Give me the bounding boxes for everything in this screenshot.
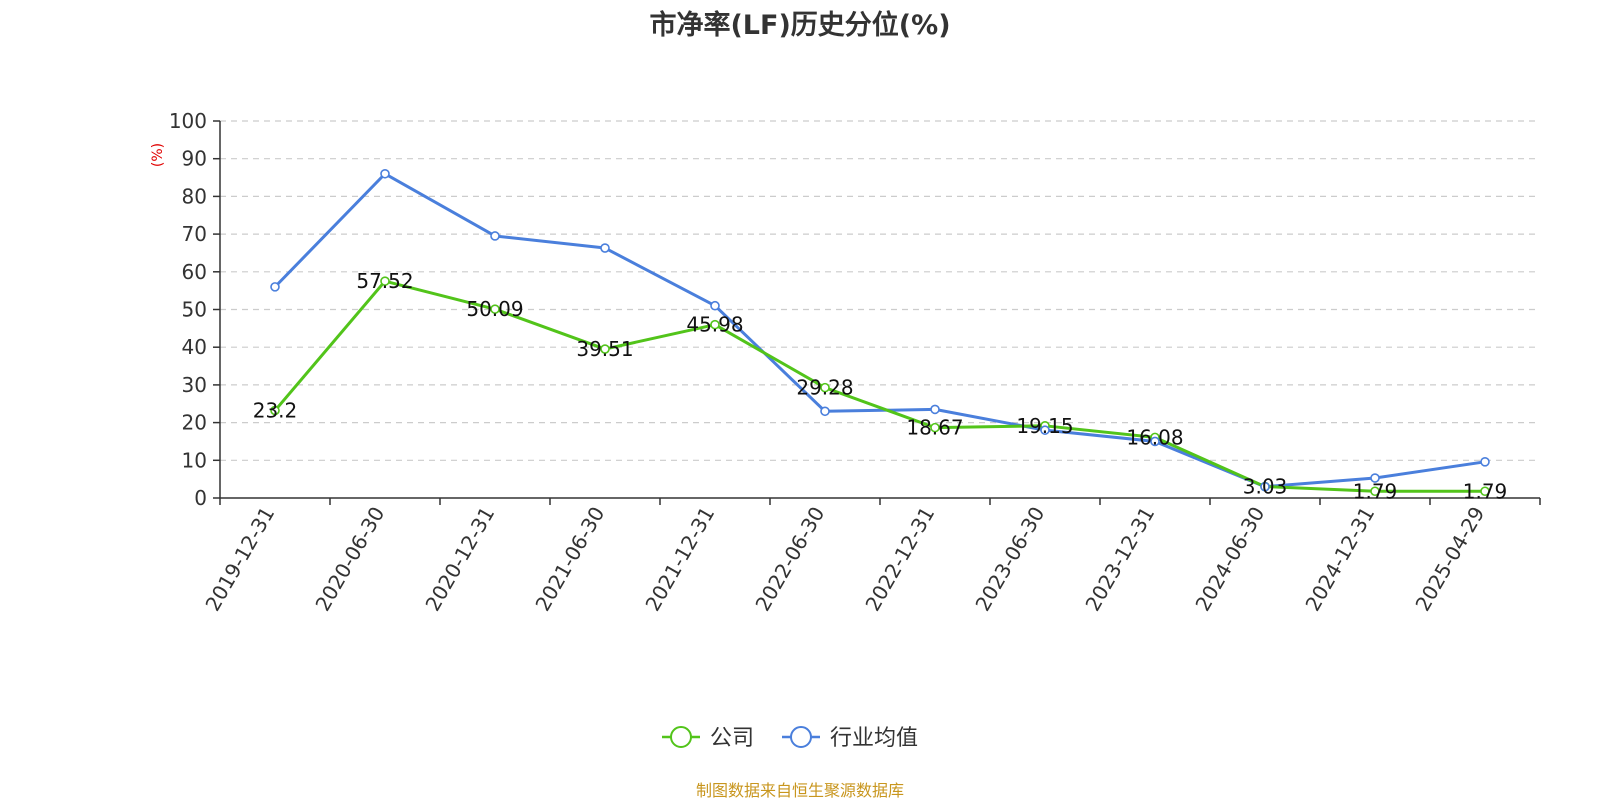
legend[interactable]: 公司 行业均值 [662, 726, 918, 751]
y-tick-label: 50 [182, 298, 207, 322]
x-tick-label: 2024-06-30 [1190, 503, 1269, 616]
grid [220, 120, 1540, 461]
x-tick-label: 2019-12-31 [200, 503, 279, 616]
data-point[interactable] [1370, 473, 1380, 483]
legend-marker [670, 726, 692, 748]
legend-item[interactable]: 行业均值 [782, 726, 918, 751]
y-tick-label: 20 [182, 411, 207, 435]
legend-label: 行业均值 [830, 726, 918, 751]
series [270, 168, 1490, 497]
data-point[interactable] [710, 319, 720, 330]
data-point[interactable] [820, 382, 830, 393]
x-tick-label: 2020-12-31 [420, 503, 499, 616]
y-axis-label: (%) [150, 143, 166, 167]
data-point[interactable] [930, 422, 940, 433]
data-label: 1.79 [1353, 479, 1398, 503]
data-point[interactable] [380, 276, 390, 286]
data-point[interactable] [490, 304, 500, 314]
x-tick-label: 2020-06-30 [310, 503, 389, 616]
x-tick-label: 2021-12-31 [640, 503, 719, 616]
x-tick-label: 2022-06-30 [750, 503, 829, 616]
data-point[interactable] [600, 243, 610, 253]
y-tick-label: 100 [169, 109, 207, 133]
data-point[interactable] [380, 168, 390, 179]
data-label: 19.15 [1016, 414, 1073, 438]
data-point[interactable] [1480, 486, 1490, 497]
data-label: 57.52 [356, 269, 413, 293]
data-point[interactable] [710, 300, 720, 311]
data-point[interactable] [930, 404, 940, 415]
chart-title: 市净率(LF)历史分位(%) [649, 9, 950, 41]
series-line [273, 172, 1486, 489]
data-point[interactable] [1260, 481, 1270, 492]
data-label: 45.98 [686, 313, 743, 337]
legend-item[interactable]: 公司 [662, 726, 754, 751]
x-tick-label: 2024-12-31 [1300, 503, 1379, 616]
data-point[interactable] [1040, 425, 1050, 435]
data-label: 16.08 [1126, 425, 1183, 449]
y-tick-label: 0 [194, 486, 207, 510]
data-point[interactable] [1480, 457, 1490, 467]
data-label: 18.67 [906, 416, 963, 440]
x-tick-label: 2021-06-30 [530, 503, 609, 616]
y-tick-label: 40 [182, 335, 207, 359]
x-tick-label: 2025-04-29 [1410, 503, 1489, 616]
data-point[interactable] [1150, 436, 1160, 447]
data-label: 50.09 [466, 297, 523, 321]
series-line [273, 279, 1485, 493]
y-tick-label: 80 [182, 184, 207, 208]
data-label: 39.51 [576, 337, 633, 361]
x-tick-label: 2023-06-30 [970, 503, 1049, 616]
data-label: 23.2 [253, 399, 298, 423]
data-point[interactable] [270, 405, 280, 416]
data-point[interactable] [270, 282, 280, 292]
legend-marker [790, 726, 812, 748]
data-point[interactable] [1370, 486, 1380, 497]
data-labels: 23.2 57.52 50.09 39.51 45.98 29.28 18.67 19.15 1… [253, 269, 1508, 503]
data-point[interactable] [820, 406, 830, 417]
x-tick-label: 2022-12-31 [860, 503, 939, 616]
data-label: 29.28 [796, 376, 853, 400]
source-note: 制图数据来自恒生聚源数据库 [696, 781, 904, 800]
x-tick-label: 2023-12-31 [1080, 503, 1159, 616]
data-label: 3.03 [1243, 475, 1288, 499]
y-tick-label: 30 [182, 373, 207, 397]
legend-label: 公司 [710, 726, 754, 751]
data-point[interactable] [490, 231, 500, 241]
data-label: 1.79 [1463, 479, 1508, 503]
y-tick-label: 60 [182, 260, 207, 284]
y-tick-label: 90 [182, 147, 207, 171]
y-tick-label: 70 [182, 222, 207, 246]
y-tick-label: 10 [182, 448, 207, 472]
data-point[interactable] [600, 344, 610, 354]
